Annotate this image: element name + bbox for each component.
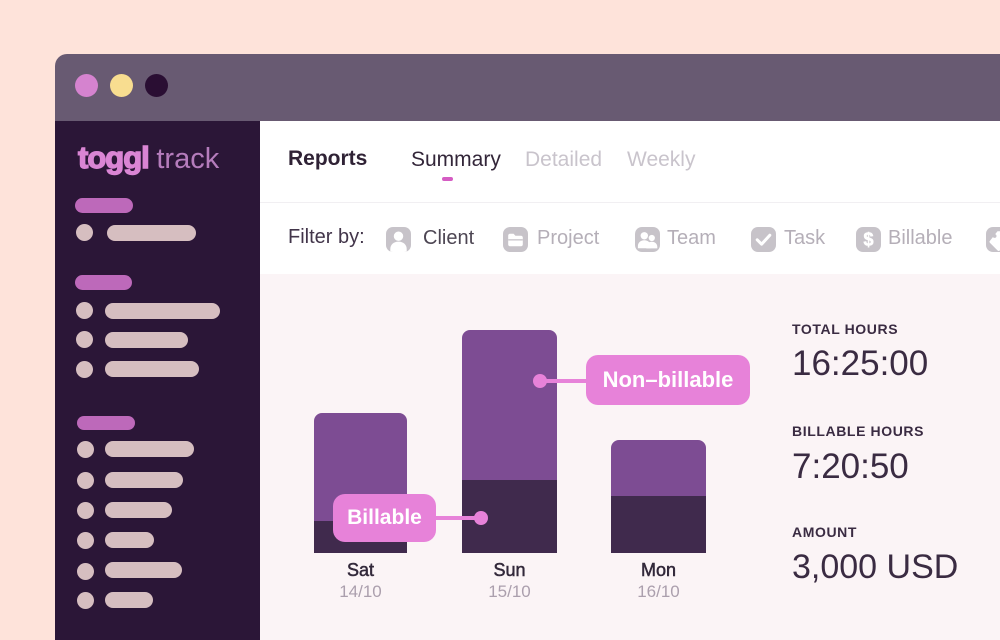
svg-text:$: $ [863,230,873,250]
